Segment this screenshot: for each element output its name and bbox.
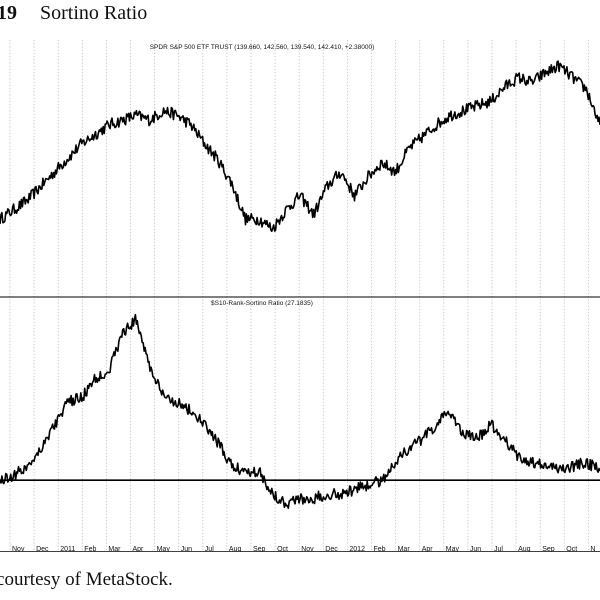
x-tick-label: Nov bbox=[301, 546, 314, 552]
x-tick-label: Jun bbox=[181, 546, 192, 552]
x-tick-label: Oct bbox=[277, 546, 288, 552]
series-layer bbox=[0, 60, 600, 509]
x-tick-label: Sep bbox=[253, 546, 266, 552]
x-tick-label: May bbox=[157, 546, 171, 552]
figure-number: .19 bbox=[0, 2, 17, 24]
x-axis-ticks: Nov Dec 2011 Feb Mar Apr May Jun Jul Aug Sep Oct Nov… bbox=[12, 546, 595, 552]
x-tick-label: Jun bbox=[470, 546, 481, 552]
price-series-line bbox=[0, 60, 600, 233]
grid-lines bbox=[9, 40, 589, 552]
upper-panel-title: SPDR S&P 500 ETF TRUST (139.660, 142.560… bbox=[150, 44, 375, 51]
x-tick-label: Dec bbox=[36, 546, 49, 552]
figure-heading: .19 Sortino Ratio bbox=[0, 2, 147, 32]
x-tick-label: Oct bbox=[566, 546, 577, 552]
x-tick-label: May bbox=[446, 546, 460, 552]
x-tick-label: Feb bbox=[374, 546, 386, 552]
x-tick-label: N bbox=[590, 546, 595, 552]
lower-panel-title: $S10-Rank-Sortino Ratio (27.1835) bbox=[211, 300, 313, 307]
x-tick-label: Jul bbox=[205, 546, 214, 552]
x-tick-label: Mar bbox=[108, 546, 121, 552]
x-tick-label: Dec bbox=[325, 546, 338, 552]
x-tick-label: Feb bbox=[84, 546, 96, 552]
sortino-series-line bbox=[0, 313, 600, 509]
x-tick-label: Apr bbox=[422, 546, 434, 552]
x-tick-label: Nov bbox=[12, 546, 25, 552]
x-tick-label: 2012 bbox=[349, 546, 365, 552]
chart-frame: SPDR S&P 500 ETF TRUST (139.660, 142.560… bbox=[0, 40, 600, 552]
x-tick-label: Aug bbox=[229, 546, 242, 552]
x-tick-label: 2011 bbox=[60, 546, 75, 552]
x-tick-label: Apr bbox=[133, 546, 145, 552]
x-tick-label: Jul bbox=[494, 546, 503, 552]
x-tick-label: Aug bbox=[518, 546, 531, 552]
x-tick-label: Mar bbox=[398, 546, 411, 552]
x-tick-label: Sep bbox=[542, 546, 555, 552]
figure-caption: t courtesy of MetaStock. bbox=[0, 569, 173, 590]
chart-svg: SPDR S&P 500 ETF TRUST (139.660, 142.560… bbox=[0, 40, 600, 552]
figure-title: Sortino Ratio bbox=[40, 2, 148, 24]
